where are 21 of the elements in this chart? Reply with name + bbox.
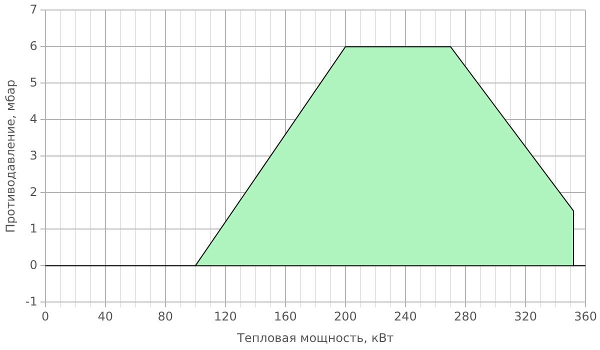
y-axis-title: Противодавление, мбар <box>3 80 18 233</box>
x-tick-label: 160 <box>274 310 297 324</box>
y-tick-label: 1 <box>30 221 38 236</box>
y-tick-label: -1 <box>25 294 38 308</box>
x-tick-label: 80 <box>158 310 174 324</box>
y-tick-label: 6 <box>30 38 38 53</box>
y-tick-label: 0 <box>30 258 38 272</box>
x-tick-label: 120 <box>214 310 237 324</box>
x-tick-label: 0 <box>42 310 50 324</box>
y-tick-label: 4 <box>30 112 38 126</box>
y-tick-label: 5 <box>30 75 38 90</box>
y-tick-label: 3 <box>30 148 38 162</box>
y-tick-label: 2 <box>30 184 38 199</box>
x-tick-label: 320 <box>514 310 537 324</box>
x-tick-label: 200 <box>334 310 357 324</box>
x-tick-label: 240 <box>394 310 417 324</box>
x-tick-label: 360 <box>574 310 597 324</box>
y-tick-label: 7 <box>30 2 38 16</box>
x-axis-title: Тепловая мощность, кВт <box>236 330 394 345</box>
x-tick-label: 40 <box>98 310 114 324</box>
x-tick-label: 280 <box>454 310 477 324</box>
